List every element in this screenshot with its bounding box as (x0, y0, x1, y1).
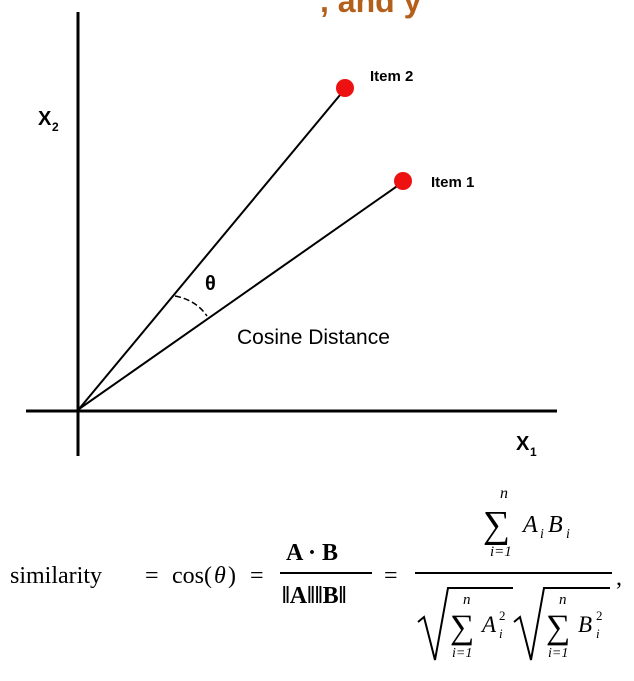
svg-text:X: X (516, 433, 530, 455)
sqrt-sign-b (513, 587, 610, 661)
formula-lhs: similarity (10, 563, 102, 589)
svg-text:i: i (540, 527, 544, 542)
cosine-distance-label: Cosine Distance (237, 326, 390, 349)
formula-close-paren: ) (228, 563, 236, 589)
svg-text:i=1: i=1 (452, 646, 472, 661)
angle-arc (174, 295, 208, 317)
svg-text:i: i (596, 626, 600, 641)
svg-text:n: n (500, 485, 508, 502)
item-2-point (336, 79, 354, 97)
svg-text:i=1: i=1 (490, 544, 512, 560)
item-2-vector (78, 88, 346, 410)
x-axis-label: X 1 (516, 433, 537, 459)
fraction-2-numerator: n ∑ i=1 A i B i (483, 485, 570, 560)
svg-text:2: 2 (596, 608, 603, 623)
fraction-1-denominator: ‖A‖‖B‖ (282, 583, 346, 609)
svg-text:B: B (548, 512, 563, 538)
sum-symbol: ∑ (483, 504, 510, 546)
svg-text:B: B (578, 612, 592, 637)
svg-text:2: 2 (52, 120, 59, 134)
svg-text:2: 2 (499, 608, 506, 623)
svg-text:X: X (38, 108, 52, 130)
svg-text:A: A (521, 512, 538, 538)
svg-text:A: A (480, 612, 497, 637)
svg-text:1: 1 (530, 445, 537, 459)
item-1-point (394, 172, 412, 190)
y-axis-label: X 2 (38, 108, 59, 134)
item-2-label: Item 2 (370, 68, 413, 85)
cropped-header-text: , and y (320, 0, 422, 19)
formula-eq-2: = (250, 563, 264, 589)
svg-text:i: i (566, 527, 570, 542)
fraction-2-denominator: n ∑ i=1 A i 2 n ∑ i=1 B i 2 (417, 587, 610, 661)
svg-text:n: n (463, 592, 471, 608)
formula-eq-3: = (384, 563, 398, 589)
formula-trailing-comma: , (616, 565, 622, 591)
sum-symbol-b: ∑ (546, 609, 570, 646)
fraction-1-numerator: A · B (286, 540, 338, 566)
angle-theta-label: θ (205, 273, 216, 295)
formula-eq-1: = (145, 563, 159, 589)
sqrt-sign-a (417, 587, 513, 661)
sum-symbol-a: ∑ (450, 609, 474, 646)
formula-theta: θ (214, 563, 226, 589)
similarity-formula: similarity = cos( θ ) = A · B ‖A‖‖B‖ = n… (10, 485, 622, 661)
formula-cos: cos( (172, 563, 212, 589)
item-1-vector (78, 181, 404, 410)
svg-text:n: n (559, 592, 567, 608)
svg-text:i: i (499, 626, 503, 641)
svg-text:i=1: i=1 (548, 646, 568, 661)
item-1-label: Item 1 (431, 174, 474, 191)
